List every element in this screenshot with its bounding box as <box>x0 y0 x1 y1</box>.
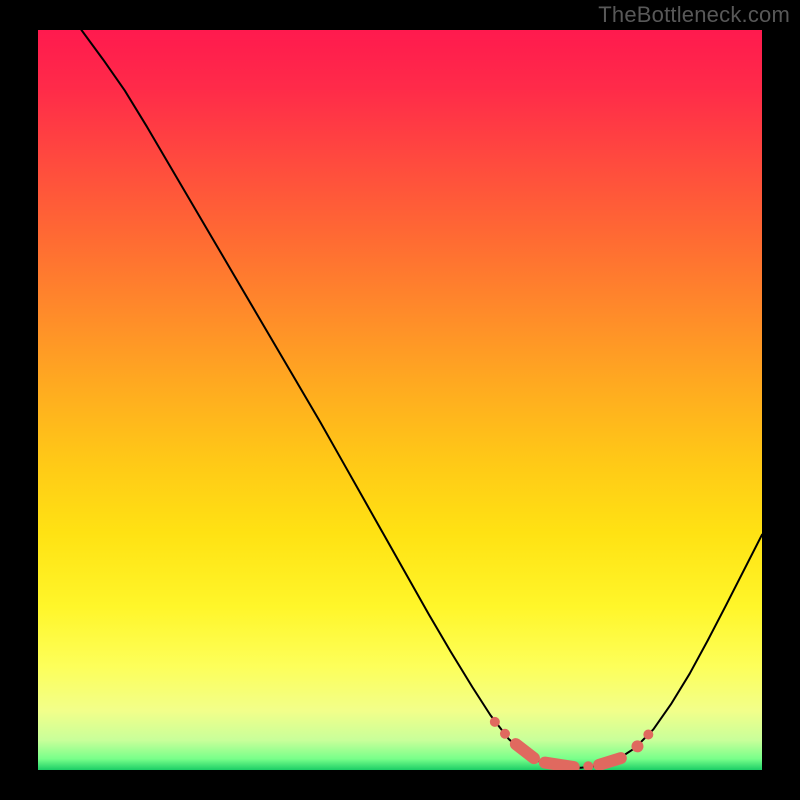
attribution-label: TheBottleneck.com <box>598 2 790 28</box>
chart-frame: TheBottleneck.com <box>0 0 800 800</box>
plot-area <box>38 30 762 770</box>
bottleneck-curve <box>38 30 762 770</box>
